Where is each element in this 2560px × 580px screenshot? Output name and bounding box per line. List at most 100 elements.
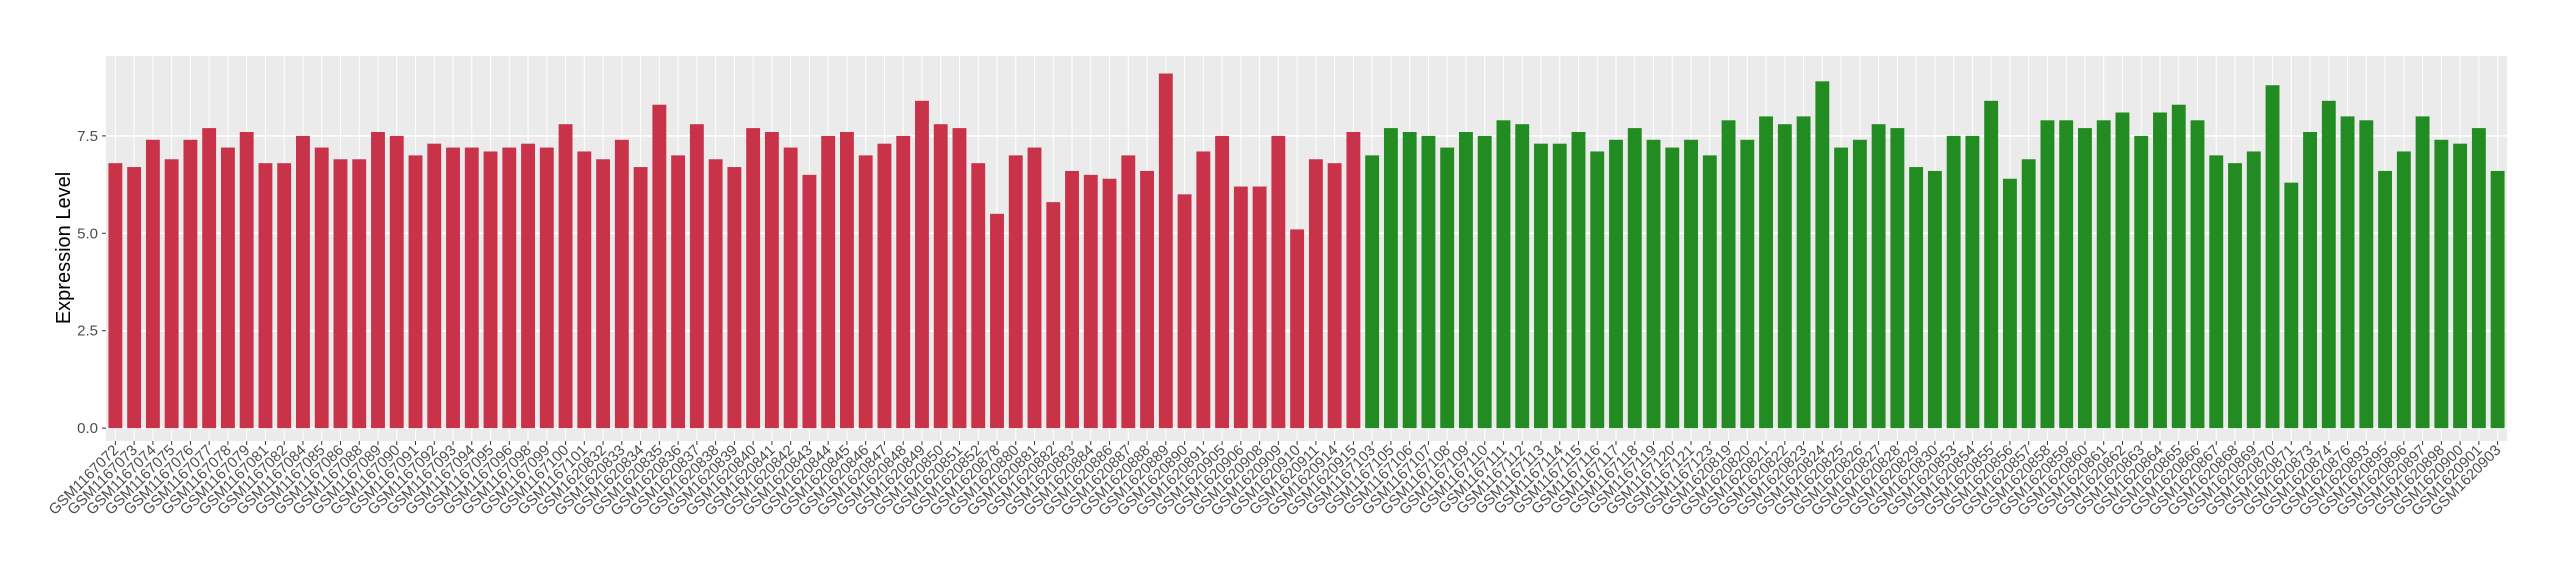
bar: [1759, 116, 1774, 429]
bar: [2096, 120, 2111, 429]
bar: [2453, 143, 2468, 429]
bar: [296, 135, 310, 429]
bar: [1008, 155, 1023, 429]
bar: [1815, 81, 1830, 429]
bar: [1459, 131, 1473, 429]
bar: [1027, 147, 1042, 429]
bar: [145, 139, 160, 429]
bar: [333, 159, 348, 429]
bar: [2209, 155, 2224, 429]
bar: [1871, 124, 1886, 429]
y-tick-label: 2.5: [77, 323, 98, 340]
bar: [877, 143, 892, 429]
bar: [1665, 147, 1680, 429]
bar: [2471, 128, 2486, 429]
bar: [2002, 178, 2017, 429]
bar: [1421, 135, 1436, 429]
bar: [2378, 170, 2393, 429]
bar: [1852, 139, 1867, 429]
bar: [1702, 155, 1717, 429]
bar: [1121, 155, 1136, 429]
bar: [2021, 159, 2036, 429]
bar: [1590, 151, 1605, 429]
bar: [1083, 174, 1098, 429]
bar: [1777, 124, 1792, 429]
bar: [277, 163, 292, 429]
bar: [1796, 116, 1811, 429]
bar: [2134, 135, 2149, 429]
bar: [839, 131, 854, 429]
bar: [1440, 147, 1455, 429]
bar: [1065, 170, 1079, 429]
bar: [1346, 131, 1361, 429]
bar: [108, 163, 123, 429]
bar: [1233, 186, 1248, 429]
bar: [1158, 73, 1173, 429]
bar: [1477, 135, 1492, 429]
bar: [764, 131, 779, 429]
bar: [2190, 120, 2205, 429]
bar: [352, 159, 367, 429]
bar: [971, 163, 986, 429]
bar: [1046, 202, 1061, 429]
bar: [220, 147, 235, 429]
bar: [1271, 135, 1286, 429]
bar: [1646, 139, 1661, 429]
bar: [915, 100, 929, 429]
bar: [371, 131, 385, 429]
bar: [427, 143, 442, 429]
bar: [2040, 120, 2055, 429]
bar: [2340, 116, 2355, 429]
y-tick-label: 0.0: [77, 420, 98, 437]
bar: [2171, 104, 2186, 429]
bar: [577, 151, 592, 429]
bar: [464, 147, 479, 429]
bar: [1177, 194, 1192, 429]
bar: [1946, 135, 1961, 429]
bar: [952, 128, 967, 429]
bar: [1534, 143, 1548, 429]
bar: [2153, 112, 2167, 429]
bar: [2059, 120, 2074, 429]
bar: [2396, 151, 2411, 429]
bar: [239, 131, 254, 429]
bar: [408, 155, 423, 429]
bar: [502, 147, 517, 429]
bar: [483, 151, 498, 429]
bar: [1834, 147, 1849, 429]
bar: [2246, 151, 2261, 429]
bar: [539, 147, 554, 429]
bar: [1402, 131, 1417, 429]
bar: [2434, 139, 2449, 429]
bar: [1365, 155, 1380, 429]
bar: [1721, 120, 1736, 429]
bar: [652, 104, 667, 429]
bar: [1627, 128, 1642, 429]
bar: [708, 159, 723, 429]
bar: [821, 135, 836, 429]
bar: [1965, 135, 1980, 429]
bar: [933, 124, 948, 429]
bar: [314, 147, 329, 429]
bar: [1383, 128, 1398, 429]
bar: [1684, 139, 1698, 429]
bar: [1984, 100, 1999, 429]
bar: [2490, 170, 2505, 429]
bar: [1308, 159, 1323, 429]
bar: [746, 128, 761, 429]
y-axis-label: Expression Level: [53, 172, 75, 324]
bar: [2303, 131, 2317, 429]
bar: [1140, 170, 1154, 429]
bar: [614, 139, 629, 429]
bar: [1327, 163, 1342, 429]
bar: [1215, 135, 1230, 429]
bar: [2115, 112, 2130, 429]
bar: [164, 159, 179, 429]
bar: [2415, 116, 2430, 429]
bar: [1909, 167, 1924, 429]
bar: [183, 139, 198, 429]
bar: [1515, 124, 1530, 429]
bar: [2359, 120, 2374, 429]
bar: [671, 155, 686, 429]
